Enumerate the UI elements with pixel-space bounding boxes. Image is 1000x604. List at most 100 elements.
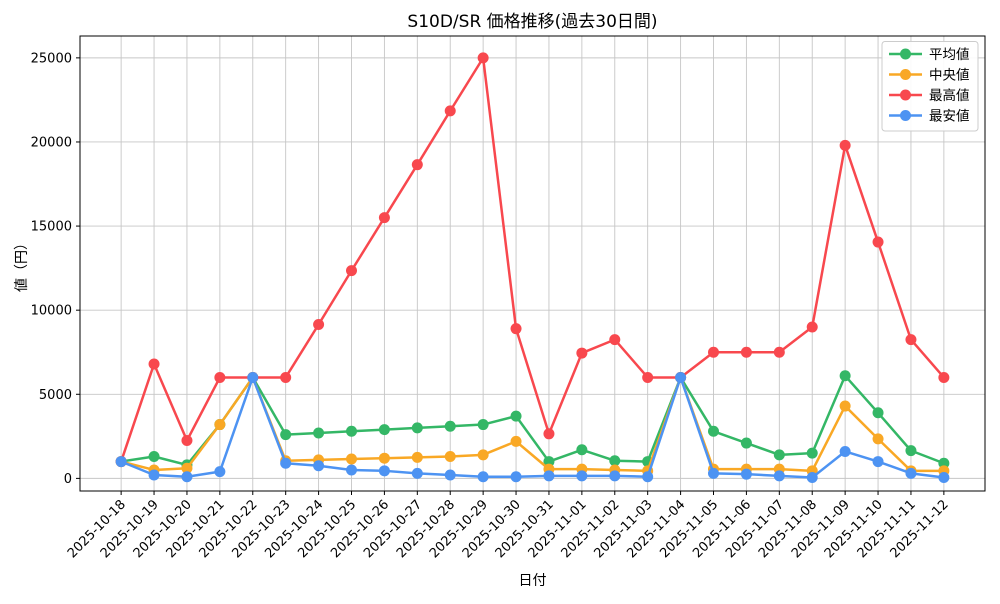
data-point [609,455,621,467]
y-tick-label: 5000 [39,388,72,403]
data-point [313,427,325,439]
data-point [378,424,390,436]
y-tick-label: 10000 [31,304,72,319]
legend-item: 最高値 [889,87,970,104]
data-point [773,470,785,482]
data-point [346,425,357,437]
data-point [938,472,950,484]
y-axis-label: 値（円） [14,236,30,292]
data-point [609,470,621,482]
data-point [872,433,884,445]
legend-marker-dot [900,110,911,121]
data-point [510,323,522,335]
legend-label: 中央値 [929,67,970,83]
data-point [346,265,357,277]
data-point [938,457,950,469]
data-point [477,471,489,483]
data-point [905,445,917,457]
data-point [280,371,292,383]
data-point [708,425,719,437]
x-axis-label: 日付 [518,573,547,589]
data-point [280,429,292,441]
data-point [378,452,390,464]
axis-ticks [76,57,945,495]
data-point [806,321,818,333]
data-point [411,159,423,171]
data-point [148,451,160,463]
data-point [905,334,917,346]
chart-title: S10D/SR 価格推移(過去30日間) [407,12,658,32]
data-point [510,471,522,483]
legend-label: 最安値 [929,108,970,124]
data-point [346,464,357,476]
data-point [247,371,259,383]
data-point [543,456,555,468]
data-point [642,371,654,383]
data-point [411,422,423,434]
data-point [444,451,456,463]
data-point [444,105,456,117]
data-point [181,435,193,447]
y-tick-label: 15000 [31,220,72,235]
data-point [280,457,292,469]
legend-label: 平均値 [929,47,970,63]
legend-marker-dot [900,48,911,60]
data-point [872,407,884,419]
data-point [839,139,851,151]
legend-item: 中央値 [889,67,970,83]
data-point [411,451,423,463]
data-point [839,400,851,412]
legend-item: 平均値 [889,47,970,63]
series-line [115,370,950,471]
y-tick-label: 20000 [31,135,72,150]
data-point [839,370,851,382]
data-point [477,419,489,431]
data-point [181,462,193,474]
data-point [115,456,127,468]
data-point [378,212,390,224]
legend-marker-dot [900,69,911,80]
data-point [510,410,522,422]
data-point [543,470,555,482]
data-point [477,449,489,461]
y-tick-label: 25000 [31,51,72,66]
y-tick-label: 0 [64,472,72,487]
data-point [773,346,785,358]
legend-marker-dot [900,89,911,101]
data-point [477,52,489,64]
data-point [444,469,456,481]
data-point [214,466,226,478]
data-point [214,371,226,383]
legend-item: 最安値 [889,108,970,124]
data-point [510,435,522,447]
series-line [115,371,950,484]
data-point [938,371,950,383]
data-point [148,469,160,481]
data-point [708,346,719,358]
legend-label: 最高値 [929,87,970,104]
data-point [708,467,719,479]
data-point [872,456,884,468]
grid [80,36,985,491]
data-point [609,334,621,346]
data-point [411,467,423,479]
data-point [740,346,752,358]
data-point [543,428,555,440]
data-point [839,445,851,457]
data-point [444,420,456,432]
data-point [872,236,884,248]
data-point [346,453,357,465]
data-point [806,472,818,484]
series-line [115,52,950,468]
data-point [905,467,917,479]
data-point [148,358,160,370]
data-point [806,447,818,459]
data-point [378,465,390,477]
data-point [576,444,588,456]
data-point [675,371,687,383]
data-point [313,318,325,330]
data-point [773,449,785,461]
data-point [576,347,588,359]
